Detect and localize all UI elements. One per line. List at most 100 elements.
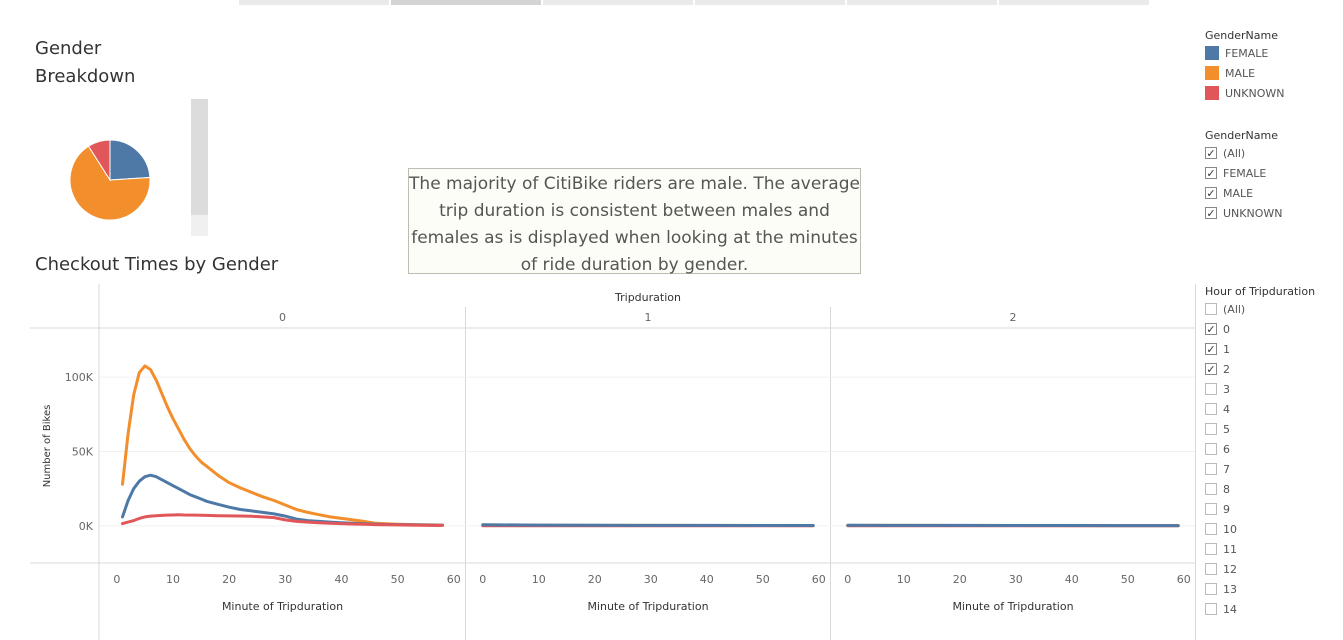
x-tick-label: 60	[812, 573, 826, 586]
x-tick-label: 0	[479, 573, 486, 586]
series-line-female-panel-1[interactable]	[481, 523, 815, 527]
pie-scrollbar-thumb[interactable]	[191, 99, 208, 215]
x-tick-label: 0	[844, 573, 851, 586]
pie-slice-male[interactable]	[69, 145, 151, 221]
dashboard-tabs	[239, 0, 1151, 5]
checkbox-unchecked-icon[interactable]	[1205, 563, 1217, 575]
filter-option-label: 4	[1223, 402, 1230, 416]
checkbox-unchecked-icon[interactable]	[1205, 303, 1217, 315]
filter-option-label: MALE	[1223, 186, 1254, 200]
pie-title-line-1: Gender	[35, 38, 102, 59]
series-line-unknown-panel-0[interactable]	[121, 513, 444, 527]
x-tick-label: 0	[113, 573, 120, 586]
checkbox-unchecked-icon[interactable]	[1205, 403, 1217, 415]
x-axis-label: Minute of Tripduration	[587, 600, 708, 613]
checkbox-unchecked-icon[interactable]	[1205, 483, 1217, 495]
series-line-female-panel-0[interactable]	[121, 473, 444, 527]
gender-pie-chart	[69, 139, 151, 221]
panel-label: 0	[279, 311, 286, 324]
hour-filter-option[interactable]: 12	[1205, 559, 1315, 579]
x-tick-label: 10	[897, 573, 911, 586]
hour-filter-option[interactable]: 13	[1205, 579, 1315, 599]
filter-option-label: (All)	[1223, 146, 1246, 160]
checkbox-checked-icon[interactable]: ✓	[1205, 147, 1217, 160]
series-line-male-panel-0[interactable]	[121, 364, 444, 527]
dashboard-tab-1[interactable]	[239, 0, 389, 5]
checkbox-checked-icon[interactable]: ✓	[1205, 207, 1217, 220]
hour-filter-option[interactable]: ✓ 1	[1205, 339, 1315, 359]
x-tick-label: 20	[222, 573, 236, 586]
checkbox-checked-icon[interactable]: ✓	[1205, 343, 1217, 356]
checkbox-checked-icon[interactable]: ✓	[1205, 187, 1217, 200]
filter-option-label: 6	[1223, 442, 1230, 456]
filter-option-label: 0	[1223, 322, 1230, 336]
pie-scrollbar-track[interactable]	[191, 99, 208, 236]
checkbox-unchecked-icon[interactable]	[1205, 503, 1217, 515]
checkbox-unchecked-icon[interactable]	[1205, 423, 1217, 435]
gender-filter-option[interactable]: ✓ UNKNOWN	[1205, 203, 1283, 223]
x-tick-label: 10	[166, 573, 180, 586]
hour-filter-option[interactable]: 5	[1205, 419, 1315, 439]
dashboard-tab-5[interactable]	[847, 0, 997, 5]
checkbox-unchecked-icon[interactable]	[1205, 383, 1217, 395]
checkbox-unchecked-icon[interactable]	[1205, 523, 1217, 535]
checkbox-unchecked-icon[interactable]	[1205, 463, 1217, 475]
gender-filter-title: GenderName	[1205, 129, 1278, 142]
x-tick-label: 50	[756, 573, 770, 586]
dashboard-tab-6[interactable]	[999, 0, 1149, 5]
hour-filter-option[interactable]: 7	[1205, 459, 1315, 479]
hour-filter-option[interactable]: 14	[1205, 599, 1315, 619]
hour-filter-option[interactable]: 10	[1205, 519, 1315, 539]
hour-filter-option[interactable]: (All)	[1205, 299, 1315, 319]
hour-filter-option[interactable]: 4	[1205, 399, 1315, 419]
gender-filter: GenderName ✓ (All) ✓ FEMALE ✓ MALE ✓ UNKNOWN	[1205, 129, 1283, 223]
x-tick-label: 50	[391, 573, 405, 586]
hour-filter-option[interactable]: 9	[1205, 499, 1315, 519]
hour-filter-option[interactable]: ✓ 0	[1205, 319, 1315, 339]
checkbox-unchecked-icon[interactable]	[1205, 603, 1217, 615]
hour-filter-option[interactable]: 8	[1205, 479, 1315, 499]
checkbox-unchecked-icon[interactable]	[1205, 583, 1217, 595]
gender-filter-option[interactable]: ✓ FEMALE	[1205, 163, 1283, 183]
y-tick-label: 0K	[79, 520, 94, 533]
pie-slice-female[interactable]	[109, 139, 151, 181]
hour-filter-option[interactable]: 3	[1205, 379, 1315, 399]
checkbox-checked-icon[interactable]: ✓	[1205, 323, 1217, 336]
hour-filter-option[interactable]: 11	[1205, 539, 1315, 559]
x-tick-label: 50	[1121, 573, 1135, 586]
y-tick-label: 50K	[72, 445, 94, 458]
x-axis-label: Minute of Tripduration	[952, 600, 1073, 613]
color-swatch	[1205, 86, 1219, 100]
color-legend-item-male[interactable]: MALE	[1205, 63, 1285, 83]
filter-option-label: 10	[1223, 522, 1237, 536]
line-chart-title: Checkout Times by Gender	[35, 254, 279, 275]
pie-title-line-2: Breakdown	[35, 66, 136, 87]
hour-filter-option[interactable]: ✓ 2	[1205, 359, 1315, 379]
filter-option-label: 13	[1223, 582, 1237, 596]
color-swatch	[1205, 46, 1219, 60]
color-legend-item-unknown[interactable]: UNKNOWN	[1205, 83, 1285, 103]
filter-option-label: 1	[1223, 342, 1230, 356]
x-tick-label: 60	[1177, 573, 1191, 586]
filter-option-label: 3	[1223, 382, 1230, 396]
gender-filter-option[interactable]: ✓ MALE	[1205, 183, 1283, 203]
dashboard-tab-2[interactable]	[391, 0, 541, 5]
checkbox-unchecked-icon[interactable]	[1205, 543, 1217, 555]
filter-option-label: 2	[1223, 362, 1230, 376]
color-legend-item-female[interactable]: FEMALE	[1205, 43, 1285, 63]
checkbox-unchecked-icon[interactable]	[1205, 443, 1217, 455]
gender-filter-option[interactable]: ✓ (All)	[1205, 143, 1283, 163]
x-tick-label: 30	[278, 573, 292, 586]
dashboard-tab-3[interactable]	[543, 0, 693, 5]
hour-filter-option[interactable]: 6	[1205, 439, 1315, 459]
checkbox-checked-icon[interactable]: ✓	[1205, 167, 1217, 180]
filter-option-label: 9	[1223, 502, 1230, 516]
hour-filter-title: Hour of Tripduration	[1205, 285, 1316, 298]
dashboard-tab-4[interactable]	[695, 0, 845, 5]
x-tick-label: 30	[1009, 573, 1023, 586]
y-axis-label: Number of Bikes	[42, 405, 53, 488]
pie-slice-unknown[interactable]	[87, 139, 111, 182]
filter-option-label: 5	[1223, 422, 1230, 436]
checkbox-checked-icon[interactable]: ✓	[1205, 363, 1217, 376]
